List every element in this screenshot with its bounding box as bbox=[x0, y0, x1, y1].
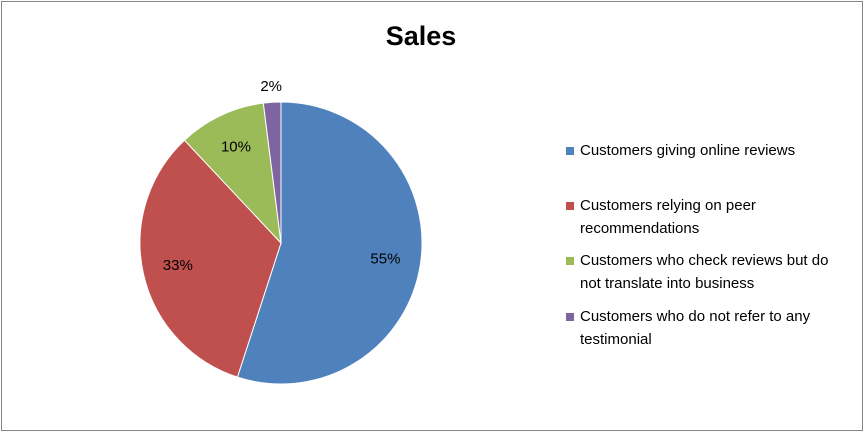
data-label: 33% bbox=[163, 257, 193, 274]
pie-slice bbox=[183, 102, 282, 245]
pie-slice bbox=[139, 139, 282, 378]
data-label: 2% bbox=[260, 78, 282, 95]
data-label: 55% bbox=[370, 251, 400, 268]
legend-swatch bbox=[566, 147, 574, 155]
legend-label: Customers who check reviews but do not t… bbox=[580, 252, 829, 292]
legend-swatch bbox=[566, 202, 574, 210]
legend-swatch bbox=[566, 313, 574, 321]
data-label: 10% bbox=[221, 138, 251, 155]
pie-slice bbox=[236, 101, 423, 385]
legend-label: Customers who do not refer to any testim… bbox=[580, 308, 811, 348]
legend-label: Customers relying on peer recommendation… bbox=[580, 197, 756, 237]
legend-item: Customers relying on peer recommendation… bbox=[566, 194, 851, 240]
legend-swatch bbox=[566, 257, 574, 265]
pie-slice bbox=[262, 101, 282, 244]
legend-label: Customers giving online reviews bbox=[580, 142, 796, 159]
legend-item: Customers who check reviews but do not t… bbox=[566, 249, 851, 295]
legend-item: Customers giving online reviews bbox=[566, 139, 851, 162]
chart-title: Sales bbox=[386, 21, 457, 51]
legend-item: Customers who do not refer to any testim… bbox=[566, 305, 851, 351]
